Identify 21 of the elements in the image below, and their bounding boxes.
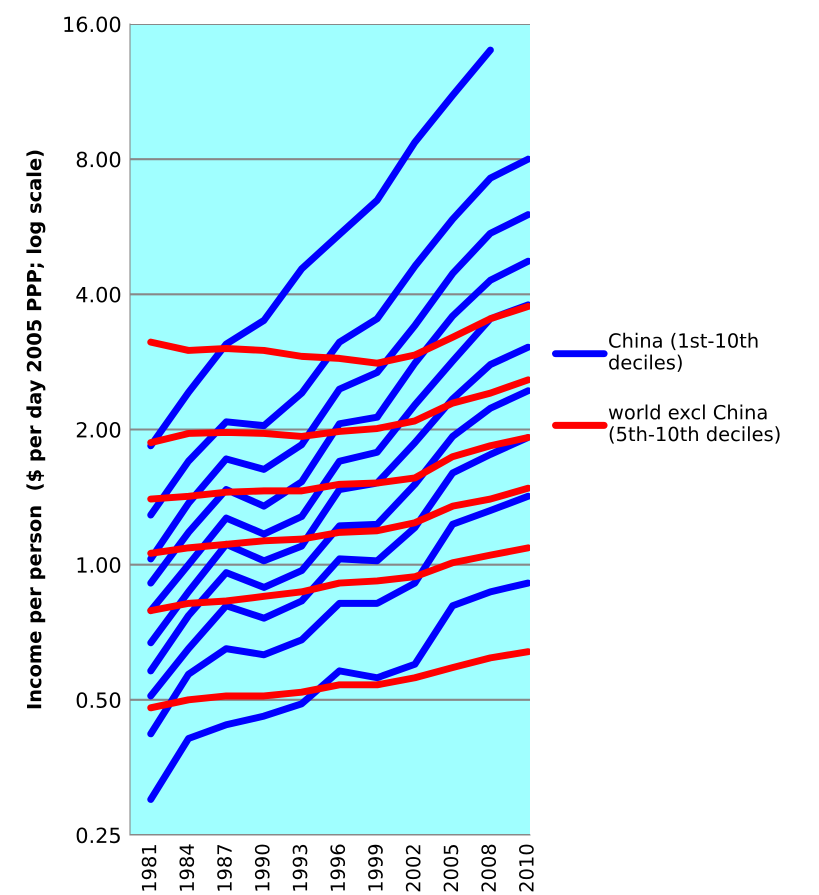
y-tick-label: 4.00 xyxy=(76,286,120,303)
y-axis-title: Income per person ($ per day 2005 PPP; log scale) xyxy=(26,150,46,708)
x-tick-label: 2010 xyxy=(519,844,534,892)
x-tick-label: 1984 xyxy=(179,844,194,891)
x-tick-label: 1999 xyxy=(368,844,383,891)
y-tick-label: 0.25 xyxy=(76,827,120,844)
x-tick-label: 2008 xyxy=(481,844,496,892)
x-tick-label: 2005 xyxy=(444,845,458,892)
x-tick-label: 1981 xyxy=(142,845,156,891)
legend-label: world excl China (5th-10th deciles) xyxy=(608,404,780,444)
y-tick-label: 2.00 xyxy=(76,422,120,438)
x-tick-label: 1993 xyxy=(292,844,308,891)
y-tick-label: 16.00 xyxy=(64,16,120,32)
x-tick-label: 1987 xyxy=(217,844,232,891)
x-tick-label: 1996 xyxy=(330,844,346,891)
x-tick-label: 1990 xyxy=(254,844,270,891)
y-tick-label: 1.00 xyxy=(78,557,120,573)
x-tick-label: 2002 xyxy=(406,845,421,892)
y-tick-label: 8.00 xyxy=(76,152,120,168)
legend-label: China (1st-10th deciles) xyxy=(609,332,758,372)
y-tick-label: 0.50 xyxy=(76,692,120,708)
